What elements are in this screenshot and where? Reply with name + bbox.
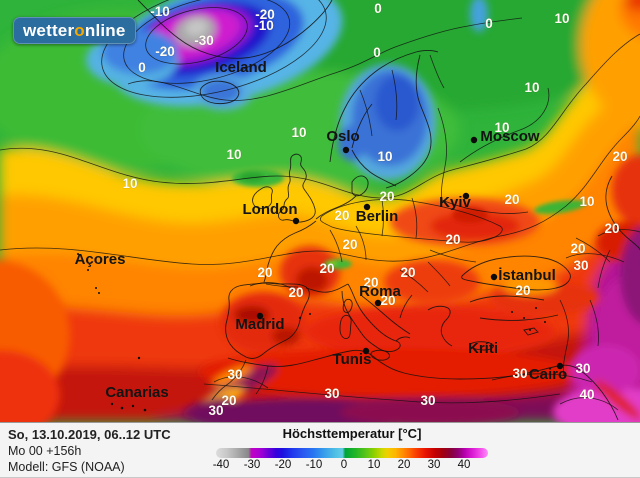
city-dot-cairo bbox=[556, 362, 564, 370]
model-label: Modell: GFS (NOAA) bbox=[8, 460, 125, 474]
temp-contour-label: 20 bbox=[380, 293, 395, 308]
temp-contour-label: 20 bbox=[400, 265, 415, 280]
temp-contour-label: 30 bbox=[512, 366, 527, 381]
legend-tick--20: -20 bbox=[274, 459, 292, 471]
city-dot-moscow bbox=[470, 136, 478, 144]
city-dot-berlin bbox=[363, 203, 371, 211]
temp-contour-label: 40 bbox=[579, 387, 594, 402]
temp-contour-label: 20 bbox=[221, 393, 236, 408]
temp-contour-label: 10 bbox=[524, 80, 539, 95]
temp-contour-label: 20 bbox=[604, 221, 619, 236]
isotherm-lines bbox=[0, 0, 640, 411]
coastlines bbox=[137, 0, 640, 421]
temp-contour-label: 30 bbox=[208, 403, 223, 418]
temp-contour-label: 20 bbox=[342, 237, 357, 252]
city-label-iceland: Iceland bbox=[215, 59, 267, 76]
temp-contour-label: 20 bbox=[445, 232, 460, 247]
temp-contour-label: 20 bbox=[363, 275, 378, 290]
city-label-canarias: Canarias bbox=[105, 384, 168, 401]
temp-contour-label: 0 bbox=[374, 1, 382, 16]
city-dot-roma bbox=[374, 299, 382, 307]
legend-tick--30: -30 bbox=[243, 459, 261, 471]
legend-tick-30: 30 bbox=[427, 459, 441, 471]
map-temp-details bbox=[232, 169, 586, 269]
map-footer-bar: So, 13.10.2019, 06..12 UTC Mo 00 +156h M… bbox=[0, 422, 640, 478]
legend-tick-10: 10 bbox=[367, 459, 381, 471]
city-label-oslo: Oslo bbox=[326, 128, 359, 145]
temp-contour-label: 20 bbox=[288, 285, 303, 300]
legend-tick--10: -10 bbox=[305, 459, 323, 471]
temp-contour-label: -10 bbox=[150, 4, 170, 19]
city-label-roma: Roma bbox=[359, 283, 401, 300]
valid-datetime-label: So, 13.10.2019, 06..12 UTC bbox=[8, 427, 171, 442]
temp-contour-label: 10 bbox=[291, 125, 306, 140]
temp-contour-label: -10 bbox=[254, 18, 274, 33]
logo-text-suffix: nline bbox=[84, 20, 126, 40]
legend-tick-40: 40 bbox=[457, 459, 471, 471]
temp-contour-label: 10 bbox=[226, 147, 241, 162]
city-label-cairo: Cairo bbox=[529, 366, 567, 383]
city-dot-istanbul bbox=[490, 273, 498, 281]
temp-contour-label: 30 bbox=[573, 258, 588, 273]
temp-contour-label: 20 bbox=[504, 192, 519, 207]
city-label-london: London bbox=[243, 201, 298, 218]
temp-contour-label: 20 bbox=[570, 241, 585, 256]
city-label-kyiv: Kyiv bbox=[439, 194, 471, 211]
city-dot-tunis bbox=[362, 347, 370, 355]
logo-text-prefix: wetter bbox=[23, 20, 75, 40]
temp-contour-label: 10 bbox=[377, 149, 392, 164]
temp-contour-label: 0 bbox=[138, 60, 146, 75]
city-dot-madrid bbox=[256, 312, 264, 320]
wetteronline-logo[interactable]: wetter o nline bbox=[13, 17, 136, 44]
city-label-tunis: Tunis bbox=[333, 351, 372, 368]
small-islands bbox=[77, 253, 546, 412]
temperature-map: -10 -20 -10 0 -30 -20 0 0 0 10 10 10 10 10 10 10 20 20 10 2… bbox=[0, 0, 640, 422]
temp-contour-label: 20 bbox=[257, 265, 272, 280]
temp-contour-label: 20 bbox=[379, 189, 394, 204]
temp-contour-label: 30 bbox=[420, 393, 435, 408]
temp-contour-label: 0 bbox=[373, 45, 381, 60]
legend-title: Höchsttemperatur [°C] bbox=[282, 426, 422, 441]
city-dot-kyiv bbox=[462, 192, 470, 200]
map-temp-anomalies bbox=[0, 0, 640, 422]
temp-contour-label: 0 bbox=[485, 16, 493, 31]
temp-contour-label: 20 bbox=[319, 261, 334, 276]
temp-contour-label: 20 bbox=[515, 283, 530, 298]
temp-contour-label: 10 bbox=[554, 11, 569, 26]
city-dot-oslo bbox=[342, 146, 350, 154]
legend-gradient-bar bbox=[216, 448, 488, 458]
temp-contour-label: 20 bbox=[334, 208, 349, 223]
temp-contour-label: 30 bbox=[575, 361, 590, 376]
city-label-istanbul: İstanbul bbox=[498, 267, 556, 284]
temp-contour-label: -20 bbox=[155, 44, 175, 59]
city-label-berlin: Berlin bbox=[356, 208, 399, 225]
temp-contour-label: -20 bbox=[255, 7, 275, 22]
temp-contour-label: 10 bbox=[122, 176, 137, 191]
legend-tick--40: -40 bbox=[212, 459, 230, 471]
city-label-moscow: Moscow bbox=[480, 128, 540, 145]
temp-contour-label: 10 bbox=[579, 194, 594, 209]
legend-tick-0: 0 bbox=[340, 459, 348, 471]
city-dot-london bbox=[292, 217, 300, 225]
forecast-run-label: Mo 00 +156h bbox=[8, 444, 82, 458]
temp-contour-label: -30 bbox=[194, 33, 214, 48]
legend-ticks: -40 -30 -20 -10 0 10 20 30 40 bbox=[0, 459, 640, 475]
temp-contour-label: 10 bbox=[494, 120, 509, 135]
city-label-acores: Açores bbox=[75, 251, 126, 268]
logo-accent-letter: o bbox=[74, 20, 85, 40]
city-label-kriti: Kríti bbox=[468, 340, 498, 357]
temp-contour-label: 20 bbox=[612, 149, 627, 164]
city-label-madrid: Madrid bbox=[235, 316, 284, 333]
temp-contour-label: 30 bbox=[227, 367, 242, 382]
legend-tick-20: 20 bbox=[397, 459, 411, 471]
temp-contour-label: 30 bbox=[324, 386, 339, 401]
